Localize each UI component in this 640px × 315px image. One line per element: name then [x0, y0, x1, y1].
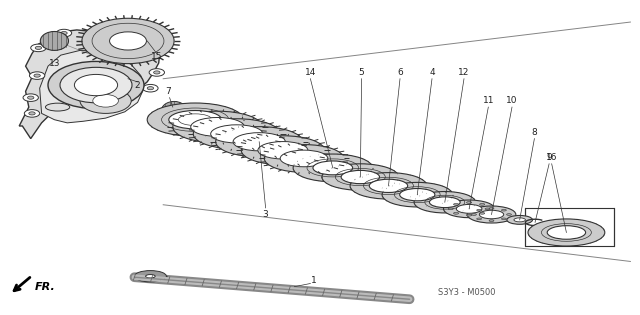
Ellipse shape — [145, 275, 155, 278]
Text: 2: 2 — [135, 81, 140, 89]
Circle shape — [35, 46, 42, 49]
Text: 5: 5 — [359, 68, 364, 77]
Text: 7: 7 — [165, 88, 170, 96]
Circle shape — [154, 71, 160, 74]
Circle shape — [48, 61, 144, 109]
Circle shape — [56, 29, 72, 37]
Ellipse shape — [216, 127, 303, 157]
Ellipse shape — [169, 111, 221, 129]
Text: 6: 6 — [397, 68, 403, 77]
Ellipse shape — [161, 101, 187, 120]
Ellipse shape — [467, 206, 516, 223]
Text: 12: 12 — [458, 68, 470, 77]
Ellipse shape — [264, 145, 344, 172]
Ellipse shape — [147, 103, 243, 136]
Text: S3Y3 - M0500: S3Y3 - M0500 — [438, 289, 496, 297]
Ellipse shape — [477, 218, 481, 220]
Circle shape — [28, 96, 34, 99]
Circle shape — [61, 32, 67, 35]
Circle shape — [80, 88, 131, 113]
Circle shape — [29, 112, 35, 115]
Circle shape — [138, 36, 144, 39]
Circle shape — [109, 32, 147, 50]
Ellipse shape — [454, 203, 459, 205]
Ellipse shape — [547, 226, 586, 239]
Ellipse shape — [313, 161, 353, 175]
Circle shape — [152, 49, 159, 52]
Circle shape — [148, 47, 163, 54]
Ellipse shape — [293, 154, 372, 182]
Ellipse shape — [414, 192, 476, 213]
Polygon shape — [19, 30, 160, 139]
Ellipse shape — [280, 150, 328, 167]
Ellipse shape — [507, 214, 511, 215]
Circle shape — [29, 72, 45, 79]
Circle shape — [82, 18, 174, 64]
Ellipse shape — [134, 271, 166, 282]
Ellipse shape — [399, 188, 435, 201]
Circle shape — [23, 94, 38, 101]
Text: 15: 15 — [151, 52, 163, 61]
Ellipse shape — [477, 209, 481, 211]
Text: 11: 11 — [483, 96, 494, 105]
Circle shape — [147, 87, 154, 90]
Ellipse shape — [528, 219, 605, 246]
Ellipse shape — [479, 203, 484, 205]
Ellipse shape — [479, 212, 484, 214]
Ellipse shape — [467, 214, 472, 216]
Bar — [525, 208, 614, 246]
Ellipse shape — [429, 197, 460, 208]
Text: 8: 8 — [532, 128, 537, 137]
Ellipse shape — [193, 119, 280, 149]
Ellipse shape — [369, 179, 408, 192]
Circle shape — [31, 44, 46, 52]
Text: 10: 10 — [506, 96, 518, 105]
Circle shape — [34, 74, 40, 77]
Ellipse shape — [479, 210, 504, 219]
Ellipse shape — [489, 208, 494, 209]
Text: 13: 13 — [49, 59, 60, 67]
Circle shape — [143, 84, 158, 92]
Ellipse shape — [191, 117, 244, 136]
Ellipse shape — [472, 214, 476, 215]
Ellipse shape — [241, 136, 324, 165]
Text: 14: 14 — [305, 68, 316, 77]
Ellipse shape — [233, 133, 285, 151]
Circle shape — [133, 34, 148, 42]
Ellipse shape — [350, 173, 427, 199]
Text: 3: 3 — [263, 210, 268, 219]
Circle shape — [60, 67, 132, 103]
Ellipse shape — [444, 200, 495, 218]
Ellipse shape — [456, 204, 482, 213]
Polygon shape — [40, 50, 144, 123]
Ellipse shape — [258, 141, 308, 159]
Ellipse shape — [502, 209, 506, 211]
Ellipse shape — [40, 32, 68, 50]
Ellipse shape — [382, 182, 452, 207]
Text: 16: 16 — [546, 153, 557, 162]
Text: 1: 1 — [311, 276, 316, 285]
Ellipse shape — [454, 212, 459, 214]
Ellipse shape — [514, 218, 525, 222]
Ellipse shape — [211, 125, 263, 143]
Text: FR.: FR. — [35, 282, 56, 292]
Ellipse shape — [341, 170, 380, 184]
Ellipse shape — [507, 215, 532, 224]
Circle shape — [93, 94, 118, 107]
Circle shape — [74, 74, 118, 96]
Ellipse shape — [502, 218, 506, 220]
Circle shape — [99, 30, 106, 33]
Text: 4: 4 — [429, 68, 435, 77]
Ellipse shape — [448, 208, 453, 210]
Ellipse shape — [45, 103, 70, 111]
Circle shape — [95, 28, 110, 35]
Circle shape — [149, 69, 164, 76]
Circle shape — [24, 110, 40, 117]
Ellipse shape — [322, 164, 399, 190]
Text: 9: 9 — [547, 153, 552, 162]
Ellipse shape — [489, 220, 494, 221]
Ellipse shape — [485, 208, 490, 210]
Ellipse shape — [467, 202, 472, 203]
Ellipse shape — [173, 111, 262, 143]
